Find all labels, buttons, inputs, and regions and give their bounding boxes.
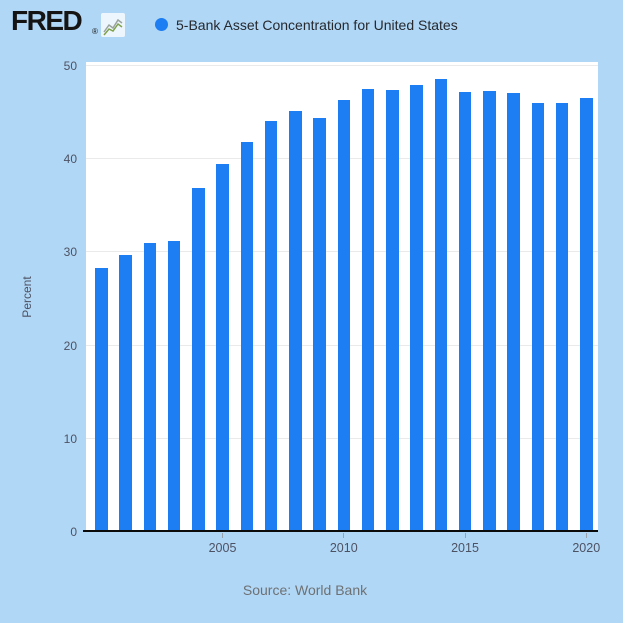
plot-area [86,62,598,532]
bar-2006[interactable] [240,142,253,532]
x-axis-line [83,530,598,532]
y-tick-label-50: 50 [63,58,77,73]
x-tick-mark-2005 [222,533,223,538]
bar-2012[interactable] [386,89,399,532]
bar-2007[interactable] [264,120,278,532]
x-axis: 2005 2010 2015 2020 [86,532,600,562]
y-axis: 0 10 20 30 40 50 [0,58,80,539]
bar-2008[interactable] [289,110,302,532]
fred-sparkline-icon [101,13,125,37]
y-tick-label-0: 0 [70,525,77,539]
fred-logo-text[interactable]: FRED [11,5,83,36]
bar-2014[interactable] [434,78,447,532]
bar-2013[interactable] [410,85,423,532]
source-note: Source: World Bank [242,582,368,598]
bar-2000[interactable] [95,268,108,532]
x-tick-label-2010: 2010 [329,541,358,555]
bar-2016[interactable] [483,90,496,532]
registered-trademark-icon: ® [92,27,98,36]
bar-2004[interactable] [192,187,205,532]
y-tick-label-30: 30 [63,245,77,260]
x-tick-label-2005: 2005 [208,541,237,555]
x-tick-mark-2010 [343,533,345,538]
x-tick-label-2020: 2020 [572,541,601,555]
x-tick-label-2015: 2015 [451,541,479,555]
bar-2015[interactable] [458,91,472,532]
bar-2010[interactable] [337,100,350,532]
bar-2019[interactable] [555,103,569,532]
bar-2009[interactable] [313,117,326,532]
bar-2005[interactable] [216,163,229,532]
bar-2011[interactable] [361,89,375,532]
series-legend-dot-icon [155,18,168,31]
bar-2002[interactable] [143,242,156,532]
x-tick-mark-2015 [464,533,466,538]
y-axis-title: Percent [20,276,34,318]
bar-2017[interactable] [507,92,520,532]
bar-2018[interactable] [531,103,544,532]
y-tick-label-20: 20 [63,338,77,353]
chart-title: 5-Bank Asset Concentration for United St… [176,17,458,33]
bar-2001[interactable] [119,255,132,532]
bar-2020[interactable] [580,98,593,532]
y-tick-label-10: 10 [63,431,77,446]
x-tick-mark-2020 [585,533,587,538]
gridline-50 [86,64,598,66]
bar-2003[interactable] [167,241,181,532]
y-tick-label-40: 40 [63,151,77,166]
